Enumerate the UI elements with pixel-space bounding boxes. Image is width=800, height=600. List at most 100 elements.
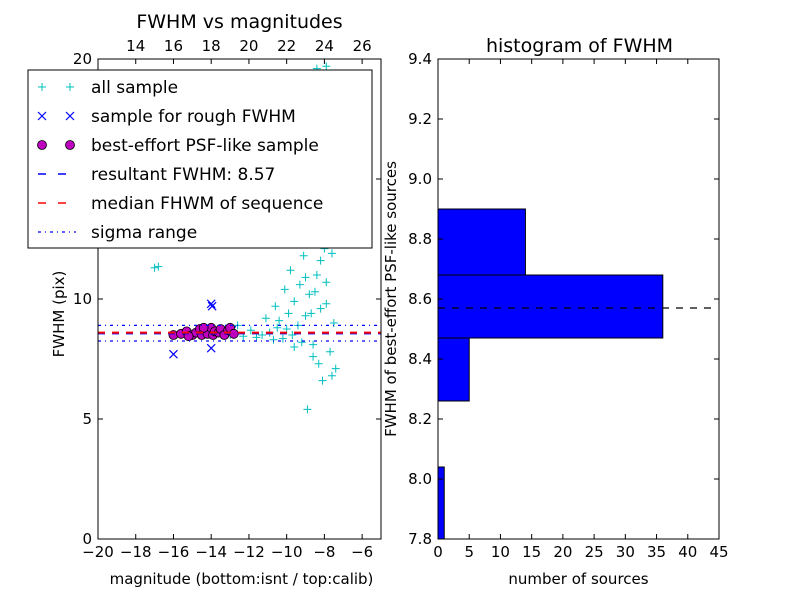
top-tick-label: 20 <box>239 37 258 55</box>
data-point <box>284 309 293 318</box>
data-point <box>288 331 297 339</box>
data-point <box>307 309 316 318</box>
data-point <box>295 280 304 289</box>
x-tick-label: 15 <box>522 543 541 561</box>
legend-entry: sample for rough FWHM <box>37 107 296 127</box>
y-tick-label: 9.2 <box>408 110 432 128</box>
data-point <box>154 262 163 271</box>
x-tick-label: −10 <box>271 543 303 561</box>
x-tick-label: 5 <box>464 543 474 561</box>
histogram-axes: 0 5 10 15 20 25 30 35 40 45 7.8 8.0 8.2 8.4 8.6 8.8 9.0 9… <box>408 50 728 561</box>
top-tick-label: 16 <box>164 37 183 55</box>
legend-entry: best-effort PSF-like sample <box>37 136 319 156</box>
y-tick-label: 0 <box>82 530 92 548</box>
scatter-legend: all sample sample for rough FWHM best-effo… <box>27 69 373 249</box>
x-tick-label: −6 <box>351 543 373 561</box>
legend-marker <box>65 111 75 121</box>
y-tick-label: 8.2 <box>408 410 432 428</box>
data-point <box>169 349 178 359</box>
scatter-y-axis-label: FWHM (pix) <box>50 271 68 358</box>
histogram-data-layer <box>437 208 711 540</box>
data-point <box>206 299 216 309</box>
data-point <box>326 347 335 356</box>
x-tick-label: −8 <box>313 543 335 561</box>
scatter-x-axis-label: magnitude (bottom:isnt / top:calib) <box>110 570 374 588</box>
y-tick-label: 8.4 <box>408 350 432 368</box>
data-point <box>280 285 289 294</box>
legend-entry: median FHWM of sequence <box>38 194 323 214</box>
legend-entry: resultant FWHM: 8.57 <box>38 165 275 185</box>
histogram-panel: 0 5 10 15 20 25 30 35 40 45 7.8 8.0 8.2 8.4 8.6 8.8 9.0 9… <box>382 35 729 588</box>
scatter-data-layer <box>98 62 381 414</box>
data-point <box>278 334 287 343</box>
data-point <box>252 333 261 342</box>
data-point <box>273 323 282 332</box>
legend-label: best-effort PSF-like sample <box>91 136 319 156</box>
legend-label: all sample <box>91 78 178 98</box>
top-tick-label: 14 <box>126 37 145 55</box>
data-point <box>206 343 216 353</box>
y-tick-label: 7.8 <box>408 530 432 548</box>
histogram-x-axis-label: number of sources <box>508 570 648 588</box>
top-tick-label: 22 <box>277 37 296 55</box>
y-tick-label: 10 <box>73 290 92 308</box>
data-point <box>301 273 310 282</box>
legend-marker <box>65 140 75 150</box>
x-tick-label: 25 <box>585 543 604 561</box>
legend-marker <box>37 140 47 150</box>
histogram-bar <box>437 208 526 276</box>
legend-entry: all sample <box>38 78 178 98</box>
data-point <box>286 266 295 275</box>
data-point <box>269 335 278 344</box>
data-point <box>312 271 321 279</box>
data-point <box>322 299 331 308</box>
data-point <box>258 331 267 339</box>
x-tick-label: 40 <box>678 543 697 561</box>
data-point <box>310 287 319 296</box>
legend-label: sigma range <box>91 223 197 243</box>
data-point <box>327 371 336 380</box>
x-tick-label: −18 <box>120 543 152 561</box>
legend-marker <box>38 83 46 91</box>
histogram-bar <box>437 337 470 402</box>
x-tick-label: 10 <box>491 543 510 561</box>
data-point <box>198 322 209 333</box>
series-all-sample <box>150 62 340 414</box>
x-tick-label: −16 <box>158 543 190 561</box>
legend-entry: sigma range <box>38 223 197 243</box>
data-point <box>316 256 325 265</box>
y-tick-label: 8.6 <box>408 290 432 308</box>
y-tick-label: 8.8 <box>408 230 432 248</box>
y-tick-label: 20 <box>73 50 92 68</box>
histogram-title: histogram of FWHM <box>486 35 673 57</box>
scatter-marks <box>98 62 381 414</box>
y-tick-label: 5 <box>82 410 92 428</box>
data-point <box>314 359 323 368</box>
top-tick-label: 26 <box>353 37 372 55</box>
data-point <box>299 251 308 260</box>
x-tick-label: 30 <box>616 543 635 561</box>
data-point <box>261 314 270 323</box>
legend-label: median FHWM of sequence <box>91 194 323 214</box>
data-point <box>327 249 336 258</box>
data-point <box>297 338 306 347</box>
y-tick-label: 9.0 <box>408 170 432 188</box>
data-point <box>305 290 314 299</box>
data-point <box>303 405 312 414</box>
data-point <box>290 343 299 351</box>
data-point <box>318 376 327 385</box>
top-tick-label: 18 <box>202 37 221 55</box>
histogram-y-axis-label: FWHM of best-effort PSF-like sources <box>382 161 400 437</box>
legend-box <box>27 69 373 249</box>
data-point <box>309 340 318 349</box>
x-tick-label: −14 <box>195 543 227 561</box>
legend-label: sample for rough FWHM <box>91 107 296 127</box>
data-point <box>207 301 217 311</box>
data-point <box>290 297 299 306</box>
scatter-panel: −20−18−16−14−12−10−8−6051015201416182022… <box>27 11 382 588</box>
data-point <box>309 352 318 361</box>
data-point <box>331 364 340 373</box>
data-point <box>275 316 284 325</box>
x-tick-label: −20 <box>82 543 114 561</box>
